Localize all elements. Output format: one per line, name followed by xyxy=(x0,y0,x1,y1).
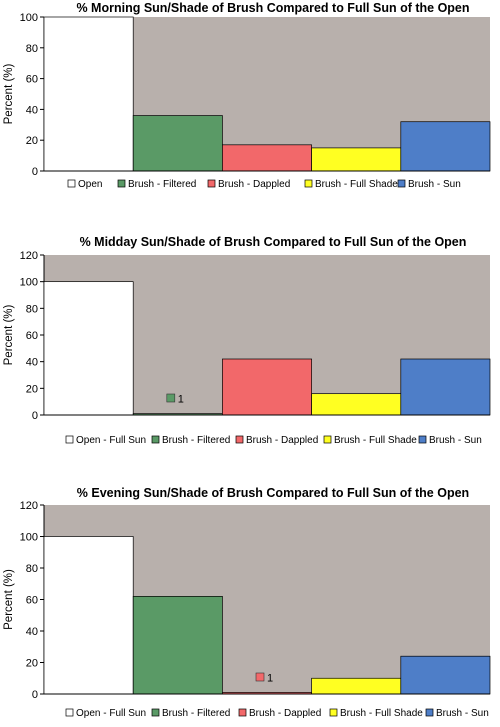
bar xyxy=(311,147,402,172)
legend-swatch xyxy=(238,708,247,717)
bar xyxy=(132,595,223,695)
y-tick-label: 80 xyxy=(26,43,38,55)
legend-label: Brush - Sun xyxy=(436,708,489,719)
legend-swatch xyxy=(304,179,313,188)
y-tick-label: 100 xyxy=(20,12,38,24)
legend-label: Open - Full Sun xyxy=(76,435,146,446)
y-tick-label: 0 xyxy=(32,166,38,178)
legend-swatch xyxy=(323,435,332,444)
chart-title: % Midday Sun/Shade of Brush Compared to … xyxy=(80,235,467,249)
y-tick-label: 80 xyxy=(26,303,38,315)
y-tick-label: 80 xyxy=(26,563,38,575)
y-tick-label: 60 xyxy=(26,330,38,342)
bar xyxy=(400,121,491,172)
legend-swatch xyxy=(151,435,160,444)
legend-label: Brush - Dappled xyxy=(246,435,318,446)
legend-swatch xyxy=(65,435,74,444)
bar xyxy=(43,536,134,695)
data-label: 1 xyxy=(267,673,273,685)
annotation-swatch xyxy=(166,393,176,403)
legend-swatch xyxy=(329,708,338,717)
legend-label: Brush - Filtered xyxy=(128,179,196,190)
legend-swatch xyxy=(397,179,406,188)
y-tick-label: 20 xyxy=(26,135,38,147)
y-tick-label: 100 xyxy=(20,277,38,289)
chart-1: % Morning Sun/Shade of Brush Compared to… xyxy=(3,1,491,190)
legend-swatch xyxy=(418,435,427,444)
y-axis-label: Percent (%) xyxy=(3,63,15,124)
y-tick-label: 0 xyxy=(32,410,38,422)
chart-2: % Midday Sun/Shade of Brush Compared to … xyxy=(3,235,491,446)
y-tick-label: 0 xyxy=(32,689,38,701)
legend-label: Brush - Sun xyxy=(429,435,482,446)
y-axis-label: Percent (%) xyxy=(3,569,15,630)
y-tick-label: 100 xyxy=(20,532,38,544)
y-tick-label: 40 xyxy=(26,357,38,369)
legend-label: Brush - Dappled xyxy=(249,708,321,719)
legend-swatch xyxy=(67,179,76,188)
bar xyxy=(43,281,134,416)
legend-swatch xyxy=(235,435,244,444)
legend-label: Brush - Sun xyxy=(408,179,461,190)
bar xyxy=(222,358,312,416)
chart-title: % Morning Sun/Shade of Brush Compared to… xyxy=(76,1,469,15)
legend-label: Open - Full Sun xyxy=(76,708,146,719)
annotation-swatch xyxy=(255,672,265,682)
bar xyxy=(400,358,491,416)
y-axis-label: Percent (%) xyxy=(3,304,15,365)
legend-label: Brush - Filtered xyxy=(162,708,230,719)
y-tick-label: 60 xyxy=(26,74,38,86)
bar xyxy=(311,677,402,695)
chart-3: % Evening Sun/Shade of Brush Compared to… xyxy=(3,486,491,719)
y-tick-label: 120 xyxy=(20,500,38,512)
bar xyxy=(43,16,134,172)
bar xyxy=(132,115,223,172)
legend-swatch xyxy=(65,708,74,717)
chart-title: % Evening Sun/Shade of Brush Compared to… xyxy=(77,486,469,500)
legend-label: Brush - Full Shade xyxy=(334,435,417,446)
y-tick-label: 20 xyxy=(26,383,38,395)
y-tick-label: 120 xyxy=(20,250,38,262)
legend-label: Brush - Filtered xyxy=(162,435,230,446)
bar xyxy=(222,144,312,172)
legend-swatch xyxy=(207,179,216,188)
legend-swatch xyxy=(151,708,160,717)
y-tick-label: 40 xyxy=(26,626,38,638)
legend-swatch xyxy=(425,708,434,717)
legend-swatch xyxy=(117,179,126,188)
data-label: 1 xyxy=(178,394,184,406)
bar xyxy=(311,393,402,416)
legend-label: Open xyxy=(78,179,102,190)
legend-label: Brush - Full Shade xyxy=(340,708,423,719)
y-tick-label: 40 xyxy=(26,104,38,116)
bar xyxy=(400,655,491,695)
y-tick-label: 20 xyxy=(26,658,38,670)
legend-label: Brush - Full Shade xyxy=(315,179,398,190)
y-tick-label: 60 xyxy=(26,595,38,607)
legend-label: Brush - Dappled xyxy=(218,179,290,190)
